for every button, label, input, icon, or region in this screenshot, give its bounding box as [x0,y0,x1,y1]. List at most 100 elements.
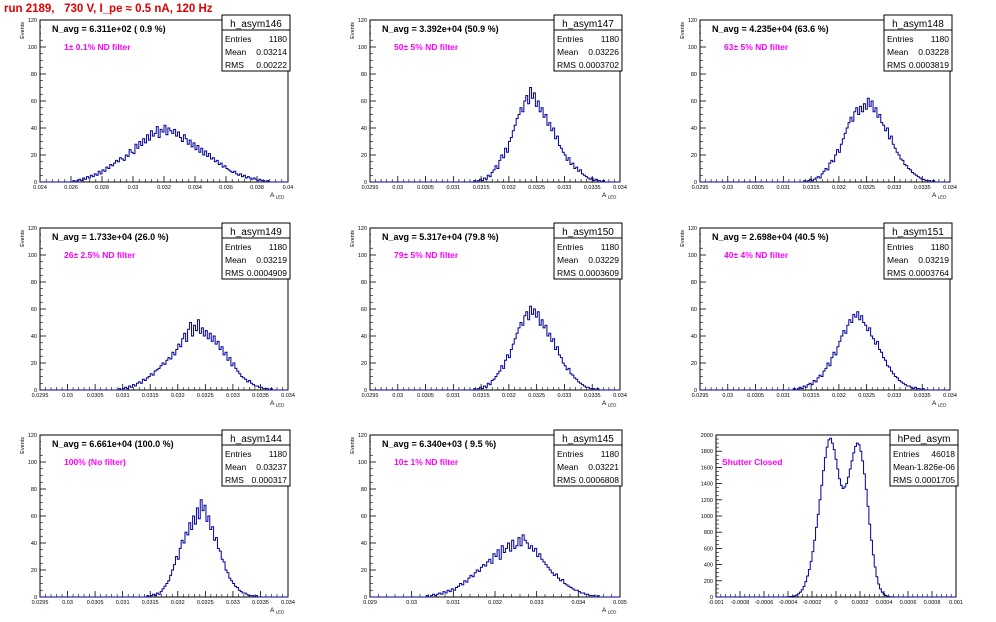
stats-value: 1180 [269,449,288,459]
x-tick-label: 0.0325 [858,393,875,399]
y-tick-label: 80 [31,280,37,286]
x-tick-label: 0.031 [776,185,790,191]
histogram-series-h_asym146 [40,124,288,183]
x-tick-label: 0.031 [446,185,460,191]
x-tick-label: 0.032 [502,185,516,191]
x-tick-label: 0.03 [62,600,73,606]
x-tick-label: 0.0335 [914,185,931,191]
title-box [371,229,541,243]
x-tick-label: 0.0004 [876,600,893,606]
filter-label: 26± 2.5% ND filter [64,250,136,260]
y-axis-title: Events [350,230,356,247]
histogram-panel-h_asym146: 0 20 40 60 80 100 120 0.024 0.026 0.028 0.03 0.032 0… [20,14,293,200]
stats-value: 1180 [269,242,288,252]
histogram-title: N_avg = 4.235e+04 (63.6 %) [712,24,829,34]
stats-box [221,222,291,280]
stats-label: RMS [225,475,244,485]
y-tick-label: 20 [691,153,697,159]
y-axis-title: Events [20,22,26,39]
stats-value: 0.000317 [252,475,288,485]
stats-histogram-name: h_asym144 [230,434,282,445]
y-tick-label: 20 [691,361,697,367]
stats-value: 0.03228 [918,47,949,57]
x-tick-label: 0.024 [33,185,47,191]
stats-label: Mean [887,47,909,57]
x-axis-title: A LED [932,400,947,408]
stats-box [553,222,623,280]
y-tick-label: 80 [361,280,367,286]
histogram-panel-h_asym144: 0 20 40 60 80 100 120 0.0295 0.03 0.0305 0.031 0.03… [20,429,295,615]
histogram-title: N_avg = 6.340e+03 ( 9.5 %) [382,439,496,449]
x-tick-label: 0.0305 [417,185,434,191]
stats-label: RMS [557,268,576,278]
title-box [701,21,871,35]
stats-label: Mean [893,462,915,472]
x-tick-label: 0.03 [392,185,403,191]
x-tick-label: -0.0004 [779,600,798,606]
x-tick-label: 0.031 [776,393,790,399]
filter-label: 1± 0.1% ND filter [64,42,131,52]
y-tick-label: 100 [28,253,37,259]
stats-label: Entries [225,449,251,459]
x-tick-label: 0.036 [219,185,233,191]
y-tick-label: 40 [361,334,367,340]
x-tick-label: 0.033 [888,185,902,191]
stats-box [553,429,623,487]
x-tick-label: 0.029 [363,600,377,606]
stats-box [553,14,623,72]
y-tick-label: 20 [31,361,37,367]
x-tick-label: 0.03 [406,600,417,606]
stats-box [889,429,959,487]
x-tick-label: 0.0006 [900,600,917,606]
x-tick-label: 0.0315 [803,185,820,191]
stats-histogram-name: h_asym145 [562,434,614,445]
y-tick-label: 40 [691,334,697,340]
stats-label: RMS [887,268,906,278]
stats-box [883,222,953,280]
x-tick-label: 0.0295 [32,600,49,606]
histogram-panel-h_asym150: 0 20 40 60 80 100 120 0.0295 0.03 0.0305 0.031 0.03… [350,222,627,408]
x-tick-label: 0.033 [558,393,572,399]
x-tick-label: -0.001 [708,600,724,606]
x-tick-label: 0.0335 [584,185,601,191]
y-tick-label: 0 [694,388,697,394]
x-tick-label: 0.0325 [197,393,214,399]
y-tick-label: 40 [31,126,37,132]
stats-value: 0.00222 [256,60,287,70]
stats-histogram-name: h_asym148 [892,19,944,30]
x-tick-label: 0.0295 [362,393,379,399]
histogram-title: N_avg = 1.733e+04 (26.0 %) [52,232,169,242]
x-tick-label: 0.032 [171,393,185,399]
x-tick-label: 0.034 [943,185,957,191]
y-tick-label: 0 [710,595,713,601]
histogram-series-h_asym149 [40,319,288,391]
filter-label: 79± 5% ND filter [394,250,459,260]
x-tick-label: 0.03 [722,185,733,191]
stats-value: 0.03229 [588,255,619,265]
y-tick-label: 60 [361,514,367,520]
x-tick-label: 0.0335 [252,393,269,399]
y-tick-label: 60 [31,99,37,105]
x-axis-title: A LED [270,607,285,615]
stats-value: 1180 [601,242,620,252]
x-axis-title: A LED [932,192,947,200]
x-axis-title: A LED [270,400,285,408]
y-tick-label: 0 [34,388,37,394]
y-tick-label: 120 [358,18,367,24]
filter-label: 100% (No filter) [64,457,126,467]
stats-value: 0.03237 [256,462,287,472]
stats-label: Mean [557,47,579,57]
y-tick-label: 40 [691,126,697,132]
x-tick-label: 0.03 [722,393,733,399]
x-tick-label: -0.0008 [731,600,750,606]
y-axis-title: Events [350,437,356,454]
x-tick-label: 0.0295 [362,185,379,191]
stats-value: 0.0003764 [909,268,949,278]
y-axis-title: Events [680,22,686,39]
x-tick-label: 0.031 [446,393,460,399]
stats-value: 0.0001705 [915,475,955,485]
x-tick-label: 0.0325 [197,600,214,606]
x-tick-label: 0.038 [250,185,264,191]
x-tick-label: 0.0295 [32,393,49,399]
